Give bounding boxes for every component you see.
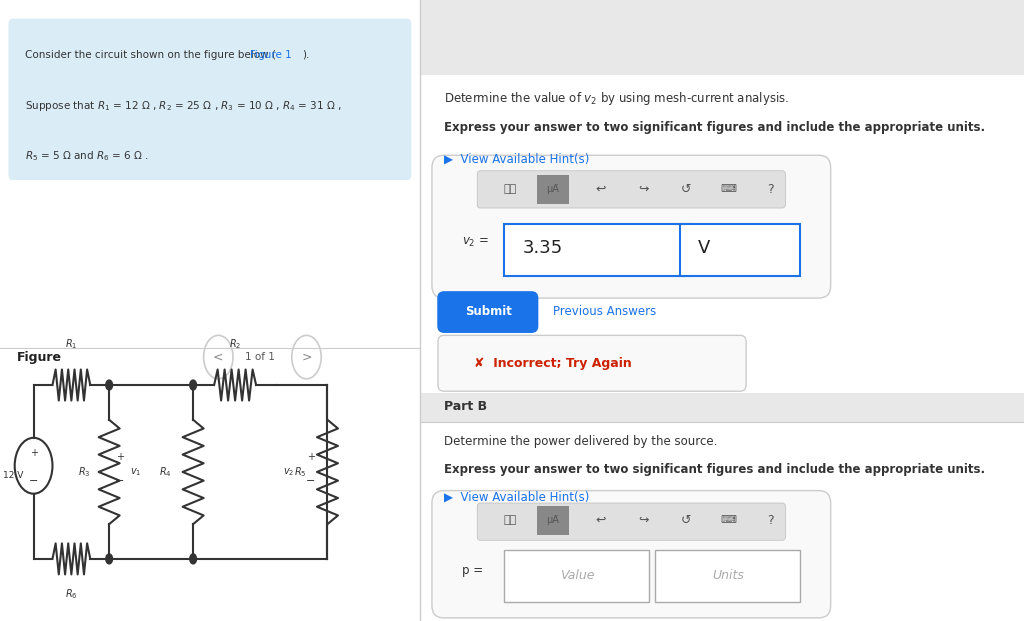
Text: Suppose that $R_1$ = 12 $\Omega$ , $R_2$ = 25 $\Omega$ , $R_3$ = 10 $\Omega$ , $: Suppose that $R_1$ = 12 $\Omega$ , $R_2$… (26, 99, 342, 114)
Text: $R_2$: $R_2$ (229, 337, 242, 351)
Text: ↩: ↩ (596, 183, 606, 196)
Text: Consider the circuit shown on the figure below (: Consider the circuit shown on the figure… (26, 50, 276, 60)
FancyBboxPatch shape (477, 171, 785, 208)
FancyBboxPatch shape (655, 550, 801, 602)
Text: >: > (301, 351, 311, 363)
FancyBboxPatch shape (438, 335, 746, 391)
Text: $R_1$: $R_1$ (66, 337, 78, 351)
Text: +: + (30, 448, 38, 458)
FancyBboxPatch shape (505, 224, 692, 276)
Text: Submit: Submit (465, 306, 512, 318)
Text: Determine the power delivered by the source.: Determine the power delivered by the sou… (444, 435, 718, 448)
FancyBboxPatch shape (8, 19, 412, 180)
Text: ↪: ↪ (638, 514, 648, 527)
Text: ↩: ↩ (596, 514, 606, 527)
Text: −: − (29, 476, 38, 486)
Text: Previous Answers: Previous Answers (553, 306, 656, 318)
Text: ).: ). (302, 50, 309, 60)
Circle shape (105, 554, 113, 564)
Text: −: − (306, 476, 315, 486)
FancyBboxPatch shape (438, 292, 538, 332)
Text: $R_3$: $R_3$ (78, 465, 90, 479)
Text: ↺: ↺ (680, 183, 691, 196)
FancyBboxPatch shape (680, 224, 801, 276)
Text: Express your answer to two significant figures and include the appropriate units: Express your answer to two significant f… (444, 121, 985, 134)
Circle shape (189, 380, 197, 390)
Text: +: + (306, 451, 314, 461)
FancyBboxPatch shape (432, 491, 830, 618)
Text: $R_6$: $R_6$ (66, 587, 78, 601)
Text: ?: ? (767, 183, 773, 196)
Text: $v_2$ =: $v_2$ = (462, 235, 489, 249)
Text: ▶  View Available Hint(s): ▶ View Available Hint(s) (444, 152, 590, 165)
Text: Figure: Figure (16, 351, 61, 363)
Text: ⬜⬛: ⬜⬛ (504, 184, 517, 194)
Text: Units: Units (712, 569, 743, 582)
Text: ⌨: ⌨ (720, 184, 736, 194)
FancyBboxPatch shape (420, 0, 1024, 75)
Text: 1 of 1: 1 of 1 (246, 352, 275, 362)
Text: ?: ? (767, 514, 773, 527)
FancyBboxPatch shape (432, 155, 830, 298)
Text: $R_4$: $R_4$ (160, 465, 172, 479)
FancyBboxPatch shape (420, 393, 1024, 422)
Text: p =: p = (462, 564, 483, 576)
Text: ↺: ↺ (680, 514, 691, 527)
Circle shape (105, 380, 113, 390)
Text: μÄ: μÄ (547, 515, 559, 525)
Text: Value: Value (560, 569, 594, 582)
Text: +: + (116, 451, 124, 461)
Text: ⬜⬛: ⬜⬛ (504, 515, 517, 525)
Text: −: − (115, 476, 124, 486)
Circle shape (189, 554, 197, 564)
Text: ▶  View Available Hint(s): ▶ View Available Hint(s) (444, 491, 590, 504)
Text: $v_1$: $v_1$ (130, 466, 141, 478)
Text: Express your answer to two significant figures and include the appropriate units: Express your answer to two significant f… (444, 463, 985, 476)
Text: $v_2$: $v_2$ (283, 466, 294, 478)
Text: <: < (213, 351, 223, 363)
FancyBboxPatch shape (477, 503, 785, 540)
Text: $R_5$: $R_5$ (294, 465, 306, 479)
Text: $R_5$ = 5 $\Omega$ and $R_6$ = 6 $\Omega$ .: $R_5$ = 5 $\Omega$ and $R_6$ = 6 $\Omega… (26, 149, 150, 163)
Text: ↪: ↪ (638, 183, 648, 196)
Text: V: V (697, 240, 710, 257)
Text: Determine the value of $v_2$ by using mesh-current analysis.: Determine the value of $v_2$ by using me… (444, 90, 790, 107)
Text: 3.35: 3.35 (522, 240, 563, 257)
Text: ✘  Incorrect; Try Again: ✘ Incorrect; Try Again (474, 357, 632, 369)
Text: ⌨: ⌨ (720, 515, 736, 525)
Text: Figure 1: Figure 1 (250, 50, 292, 60)
Text: μÄ: μÄ (547, 184, 559, 194)
FancyBboxPatch shape (505, 550, 649, 602)
Text: Part B: Part B (444, 401, 487, 413)
Text: 12 V: 12 V (3, 471, 24, 479)
